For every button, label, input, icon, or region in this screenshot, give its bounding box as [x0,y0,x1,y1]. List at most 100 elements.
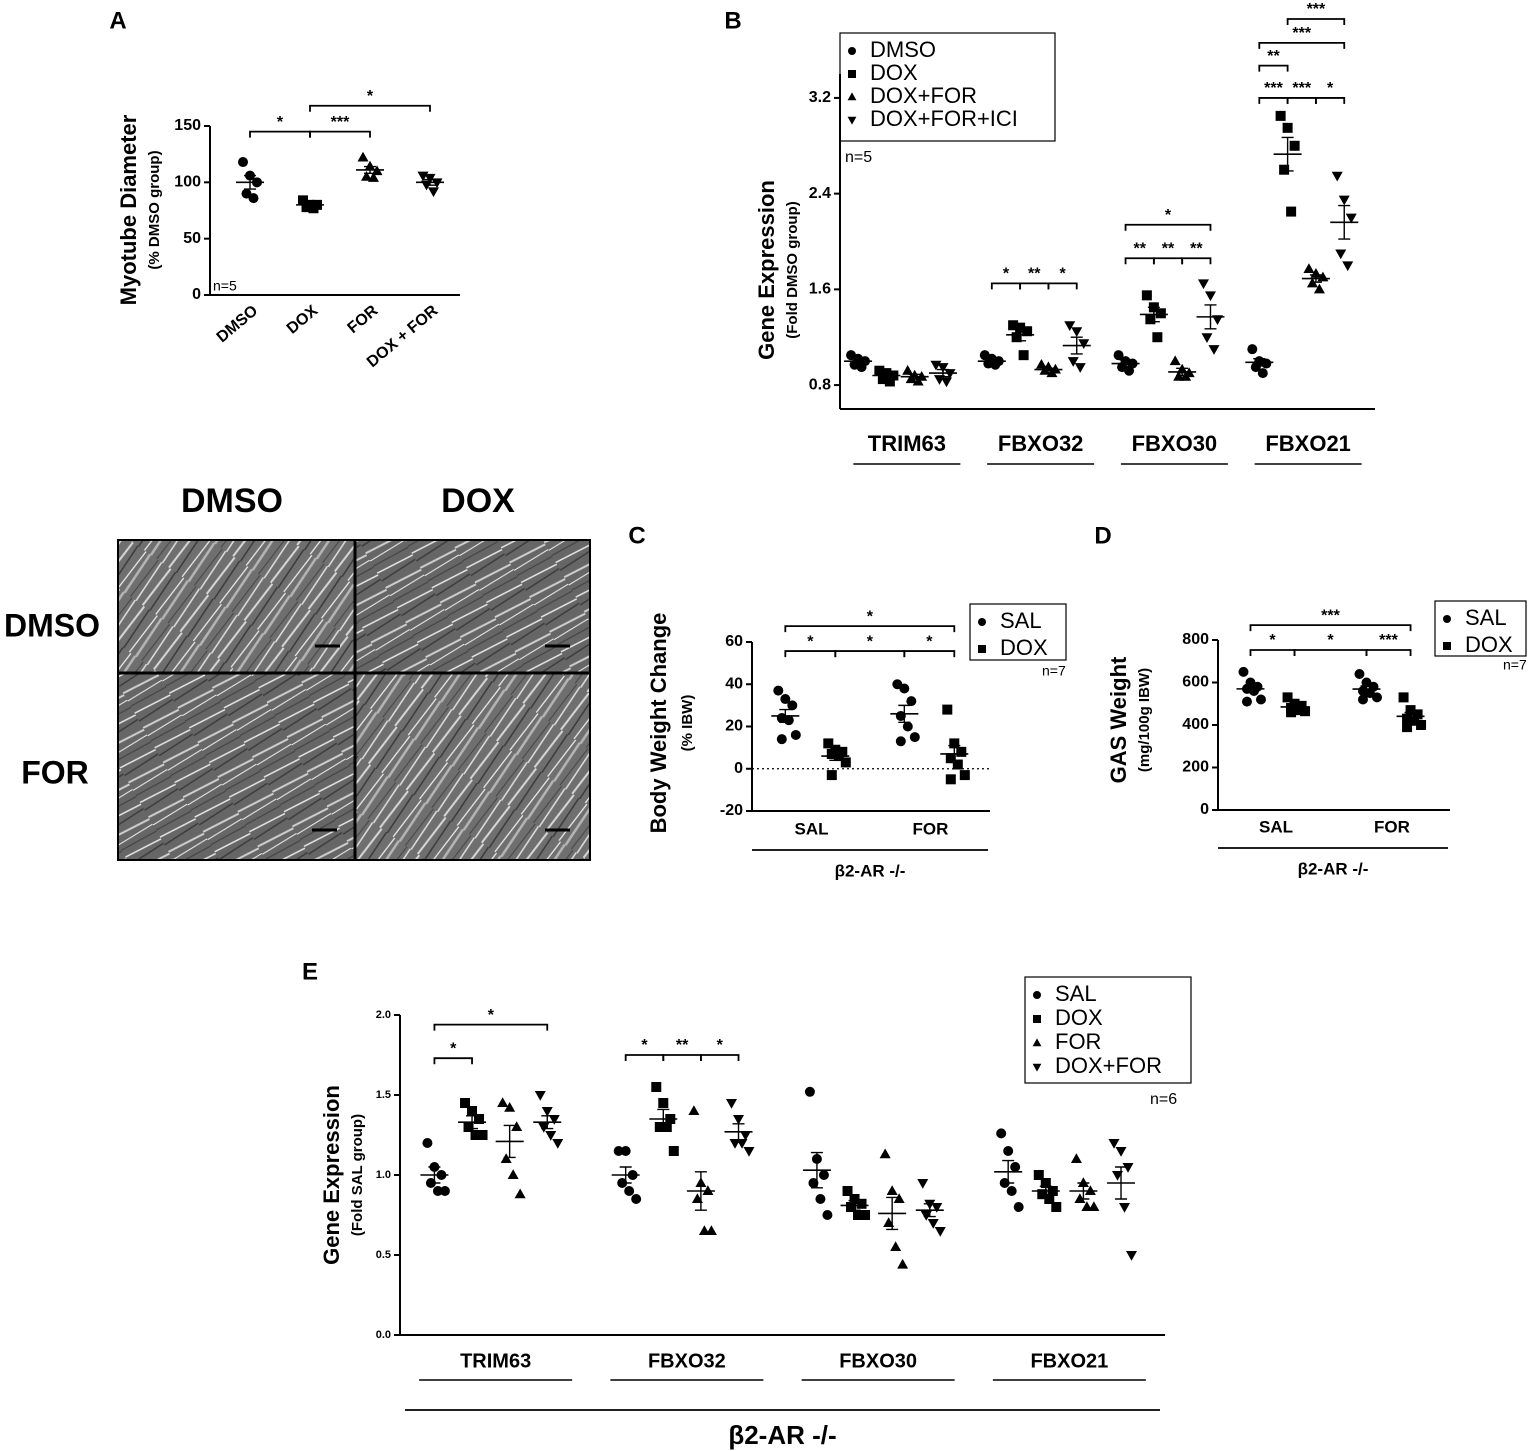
row-label: DMSO [4,607,100,643]
x-tick-label: DMSO [214,302,262,346]
point [548,1115,560,1125]
point [1119,1203,1131,1213]
significance-label: * [450,1040,457,1057]
point [432,1186,443,1196]
point [940,377,952,388]
point [840,757,851,768]
error-bar [1176,367,1189,377]
point [1064,321,1076,331]
point [357,151,369,162]
error-bar [985,358,998,365]
point [1112,1171,1124,1181]
y-axis-subtitle: (Fold SAL group) [349,1114,366,1236]
y-tick-label: 3.2 [809,89,831,106]
point [902,721,913,732]
point [733,1115,745,1125]
point [538,1123,550,1133]
point [1357,694,1368,705]
significance-bracket [1315,97,1346,104]
y-tick-label: 0.0 [376,1329,391,1341]
significance-label: ** [676,1037,689,1054]
point [1211,315,1223,326]
error-bar [1404,711,1417,721]
significance-bracket [249,130,311,138]
significance-bracket [662,1054,702,1061]
point [877,374,888,385]
legend-label: DOX [1055,1005,1103,1030]
point [364,160,376,171]
point [1081,1201,1093,1211]
point [920,1211,932,1221]
point [1006,1186,1017,1196]
x-tick-label: FBXO30 [1132,431,1218,456]
point [1015,322,1026,333]
point [886,1185,898,1195]
y-tick-label: 1.6 [809,281,831,298]
point [1279,164,1290,175]
point [927,1219,939,1229]
significance-bracket [309,104,431,112]
point [874,365,885,376]
point [846,1202,857,1212]
error-bar [908,373,921,380]
point [1275,110,1286,121]
legend-marker [1033,1015,1041,1023]
point [1040,1178,1051,1188]
point [884,376,895,387]
significance-label: * [807,633,814,650]
error-bar [1002,1159,1015,1184]
image-quadrant [118,673,355,860]
x-tick-label: FBXO30 [839,1350,917,1372]
y-tick-label: 40 [725,675,743,692]
y-tick-label: 0 [1200,801,1209,818]
error-bar [1281,136,1294,172]
significance-bracket [1124,223,1212,231]
significance-bracket [1249,649,1296,656]
significance-label: *** [331,114,350,131]
point [439,1186,450,1196]
error-bar [424,178,436,186]
group-caption: β2-AR -/- [1298,859,1369,878]
significance-label: * [1003,266,1010,283]
legend-label: DOX [1465,632,1513,657]
significance-label: * [867,608,874,625]
point [1250,362,1261,373]
point [631,1194,642,1204]
error-bar [1204,304,1217,330]
point [1197,279,1209,290]
x-tick-label: FOR [344,302,381,337]
point [545,1131,557,1141]
point [1115,1147,1127,1157]
point [1113,350,1124,361]
legend-label: DOX+FOR+ICI [870,106,1018,131]
legend-box [969,603,1067,661]
error-bar [1338,204,1351,240]
point [1046,367,1058,378]
significance-bracket [1258,41,1346,49]
error-bar [1070,336,1083,355]
point [909,732,920,743]
point [942,704,953,715]
panel-letter: A [109,7,126,34]
panel-letter: D [1094,522,1111,549]
error-bar [880,372,893,379]
point [883,1217,895,1227]
error-bar [1253,358,1266,367]
error-bar [1014,328,1027,342]
legend-box [1434,600,1527,657]
legend-label: SAL [1465,605,1507,630]
point [467,1106,478,1116]
error-bar [503,1124,516,1159]
legend-marker [1443,642,1451,650]
error-bar [466,1115,479,1130]
image-quadrant [118,540,355,673]
point [890,1241,902,1251]
y-axis-title: Myotube Diameter [116,114,141,305]
significance-bracket [1286,97,1317,104]
point [470,1130,481,1140]
point [1204,291,1216,302]
significance-bracket [903,650,956,658]
error-bar [1115,1166,1128,1200]
y-axis-title: Body Weight Change [646,613,671,834]
